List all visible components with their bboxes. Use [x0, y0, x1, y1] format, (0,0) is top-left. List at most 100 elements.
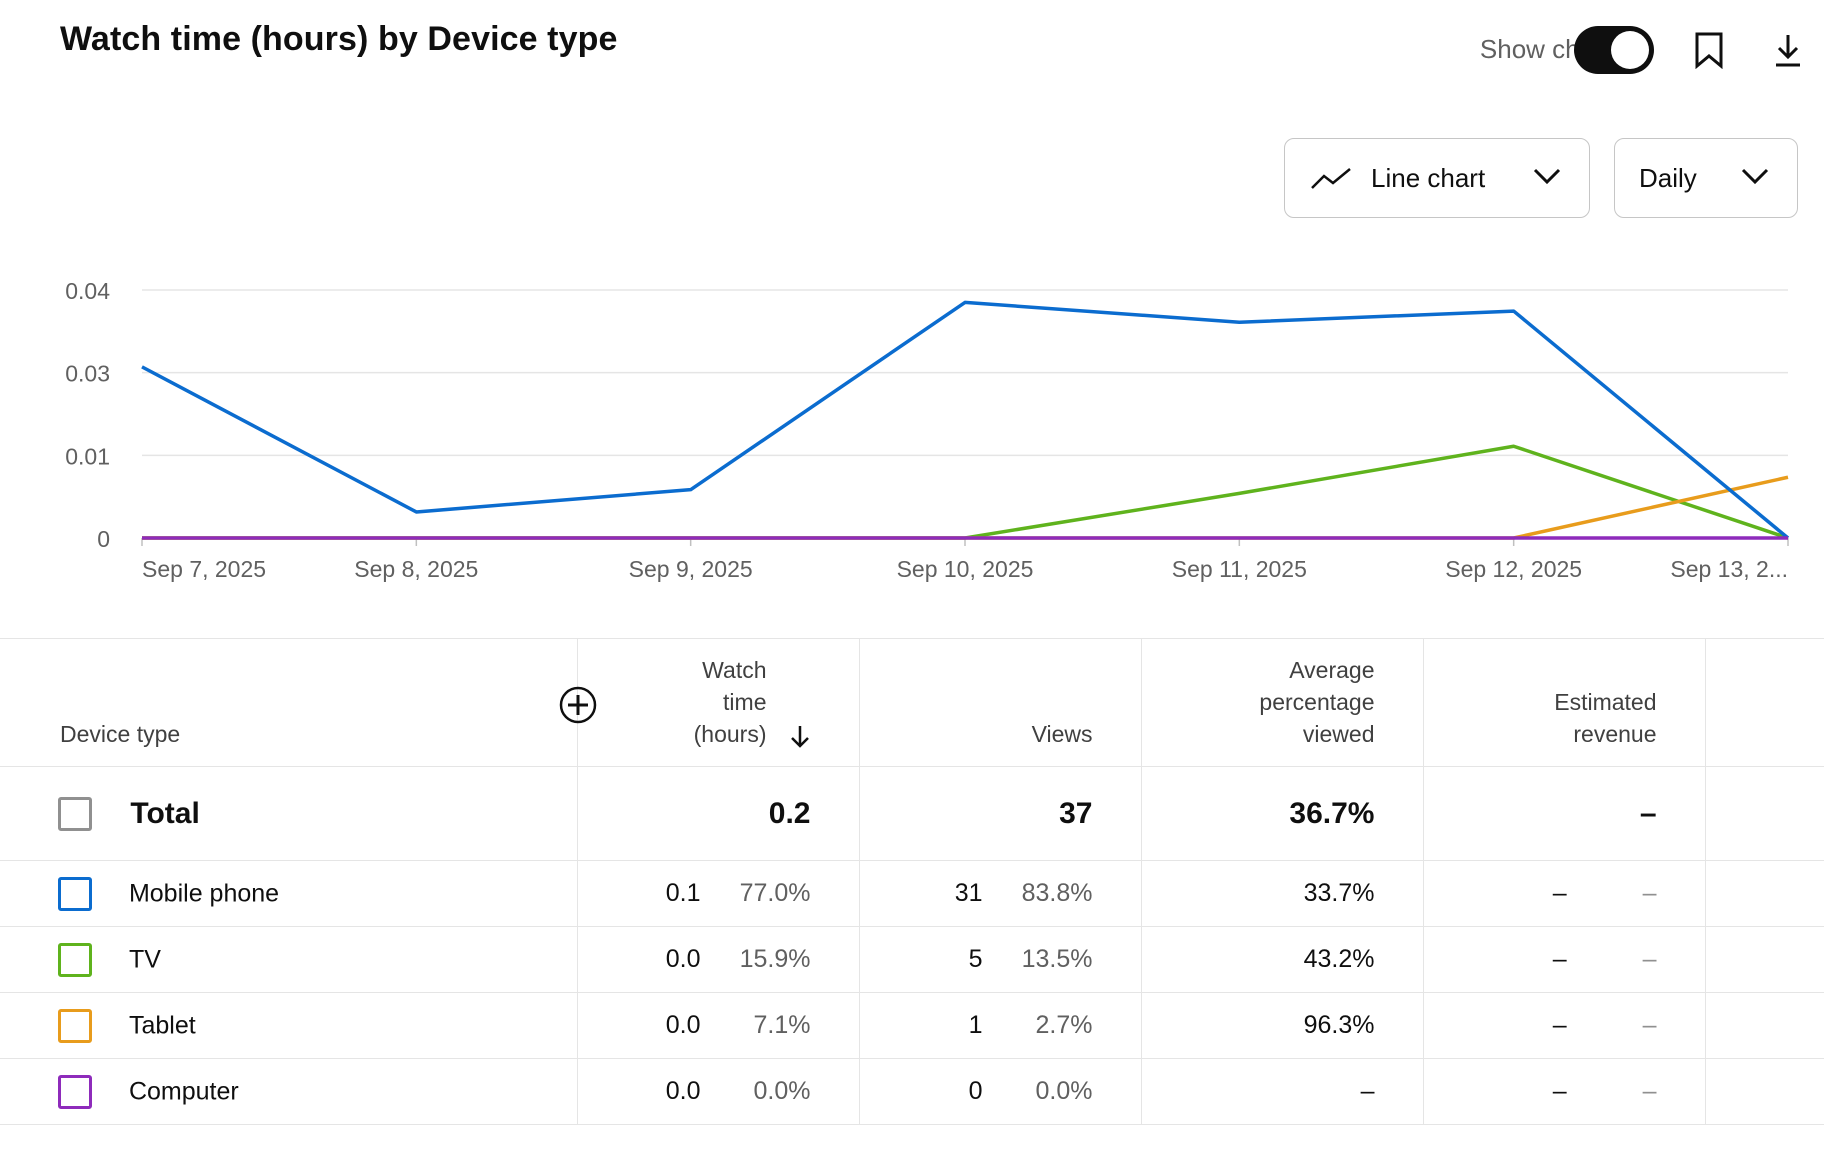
series-line-mobile-phone [141, 300, 1790, 540]
table-row: TV 0.0 15.9% 5 13.5% 43.2% – – [0, 926, 1824, 993]
device-label: Computer [128, 1077, 239, 1105]
x-tick-label: Sep 8, 2025 [354, 556, 478, 582]
revenue-value: – [1552, 1011, 1567, 1039]
chevron-down-icon [1741, 168, 1769, 185]
empty-cell [1705, 1059, 1824, 1125]
device-label: Mobile phone [128, 879, 280, 907]
download-icon [1776, 35, 1800, 67]
page-title: Watch time (hours) by Device type [60, 20, 618, 58]
views-cell: 0 0.0% [859, 1058, 1142, 1125]
total-label: Total [130, 797, 200, 831]
device-cell: Tablet [0, 992, 578, 1059]
watch-time-cell: 0.0 7.1% [577, 992, 860, 1059]
empty-header [1705, 639, 1824, 767]
watch-time-percent: 7.1% [753, 1011, 811, 1039]
device-cell: Mobile phone [0, 860, 578, 927]
watch-time-value: 0.0 [665, 945, 701, 973]
estimated-revenue-header[interactable]: Estimated revenue [1423, 638, 1706, 767]
views-percent: 13.5% [1021, 945, 1093, 973]
revenue-cell: – – [1423, 1058, 1706, 1125]
views-value: 1 [968, 1011, 983, 1039]
avg-percentage-cell: 33.7% [1141, 860, 1424, 927]
views-percent: 83.8% [1021, 879, 1093, 907]
empty-cell [1705, 767, 1824, 861]
toggle-knob [1611, 31, 1649, 69]
views-percent: 2.7% [1035, 1011, 1093, 1039]
watch-time-cell: 0.0 0.0% [577, 1058, 860, 1125]
x-tick-label: Sep 12, 2025 [1445, 556, 1582, 582]
views-percent: 0.0% [1035, 1077, 1093, 1105]
watch-time-header[interactable]: Watch time (hours) [577, 638, 860, 767]
views-cell: 5 13.5% [859, 926, 1142, 993]
bookmark-icon [1695, 32, 1723, 69]
avg-percentage-header-line: viewed [1302, 721, 1375, 747]
revenue-cell: – – [1423, 860, 1706, 927]
avg-percentage-header-line: percentage [1259, 689, 1375, 715]
y-tick-label: 0 [97, 526, 110, 552]
total-watch-time: 0.2 [577, 766, 860, 861]
chevron-down-icon [1533, 168, 1561, 185]
computer-checkbox[interactable] [58, 1074, 92, 1109]
watch-time-header-line: Watch [702, 657, 767, 683]
x-tick-label: Sep 9, 2025 [629, 556, 753, 582]
total-views: 37 [859, 766, 1142, 861]
total-avg-percentage: 36.7% [1141, 766, 1424, 861]
views-header-label: Views [1031, 721, 1093, 747]
watch-time-value: 0.0 [665, 1077, 701, 1105]
granularity-label: Daily [1639, 162, 1697, 193]
avg-percentage-cell: – [1141, 1058, 1424, 1125]
table-row: Mobile phone 0.1 77.0% 31 83.8% 33.7% – – [0, 860, 1824, 927]
watch-time-header-line: time [723, 689, 767, 715]
empty-cell [1705, 927, 1824, 993]
watch-time-percent: 0.0% [753, 1077, 811, 1105]
tablet-checkbox[interactable] [58, 1008, 92, 1043]
line-chart-icon [1311, 168, 1351, 189]
revenue-percent: – [1642, 1077, 1657, 1105]
bookmark-button[interactable] [1685, 26, 1733, 74]
table-header-row: Device type Watch time (hours) [0, 638, 1824, 767]
table-row-total: Total 0.2 37 36.7% – [0, 766, 1824, 861]
views-header[interactable]: Views [859, 638, 1142, 767]
avg-percentage-cell: 96.3% [1141, 992, 1424, 1059]
device-cell: TV [0, 926, 578, 993]
revenue-cell: – – [1423, 992, 1706, 1059]
revenue-percent: – [1642, 879, 1657, 907]
total-cell: Total [0, 766, 578, 861]
total-checkbox[interactable] [58, 797, 92, 832]
empty-cell [1705, 861, 1824, 927]
table-row: Computer 0.0 0.0% 0 0.0% – – – [0, 1058, 1824, 1125]
x-tick-label: Sep 7, 2025 [142, 556, 266, 582]
series-line-tablet [142, 475, 1789, 540]
device-cell: Computer [0, 1058, 578, 1125]
x-tick-label: Sep 11, 2025 [1172, 556, 1307, 582]
revenue-value: – [1552, 1077, 1567, 1105]
sort-descending-icon [790, 726, 809, 748]
tv-checkbox[interactable] [58, 942, 92, 977]
empty-cell [1705, 993, 1824, 1059]
revenue-value: – [1552, 945, 1567, 973]
views-cell: 1 2.7% [859, 992, 1142, 1059]
x-tick-label: Sep 13, 2... [1670, 556, 1788, 582]
watch-time-cell: 0.0 15.9% [577, 926, 860, 993]
mobile-phone-checkbox[interactable] [58, 876, 92, 911]
add-column-icon[interactable] [558, 685, 598, 725]
chart-type-dropdown[interactable]: Line chart [1284, 138, 1590, 218]
watch-time-cell: 0.1 77.0% [577, 860, 860, 927]
estimated-revenue-header-line: revenue [1573, 721, 1657, 747]
device-type-header: Device type [0, 638, 596, 767]
device-type-header-label: Device type [60, 721, 181, 747]
y-tick-label: 0.01 [65, 443, 110, 469]
revenue-cell: – – [1423, 926, 1706, 993]
watch-time-percent: 15.9% [739, 945, 811, 973]
y-tick-label: 0.04 [65, 278, 110, 304]
watch-time-value: 0.0 [665, 1011, 701, 1039]
total-revenue: – [1423, 766, 1706, 861]
device-label: TV [128, 945, 161, 973]
table-row: Tablet 0.0 7.1% 1 2.7% 96.3% – – [0, 992, 1824, 1059]
watch-time-line-chart: 0 0.01 0.03 0.04 Sep 7, 2025 Sep 8, 2025 Sep 9… [65, 278, 1790, 582]
download-button[interactable] [1764, 26, 1812, 74]
avg-percentage-header[interactable]: Average percentage viewed [1141, 638, 1424, 767]
show-chart-toggle[interactable] [1574, 26, 1654, 74]
granularity-dropdown[interactable]: Daily [1614, 138, 1798, 218]
device-label: Tablet [128, 1011, 196, 1039]
